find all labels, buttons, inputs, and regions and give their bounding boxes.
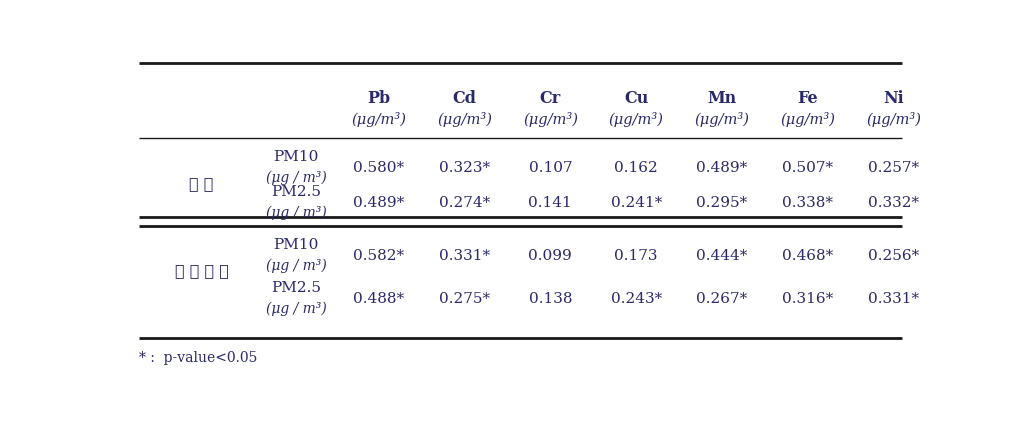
Text: 0.338*: 0.338* [783, 196, 833, 210]
Text: 0.332*: 0.332* [868, 196, 920, 210]
Text: 0.489*: 0.489* [696, 161, 748, 175]
Text: 0.316*: 0.316* [783, 292, 833, 306]
Text: 0.331*: 0.331* [868, 292, 920, 306]
Text: 0.295*: 0.295* [696, 196, 748, 210]
Text: (μg / m³): (μg / m³) [266, 205, 327, 220]
Text: (μg/m³): (μg/m³) [437, 112, 492, 127]
Text: 0.099: 0.099 [529, 250, 572, 263]
Text: 0.256*: 0.256* [868, 250, 920, 263]
Text: (μg/m³): (μg/m³) [694, 112, 750, 127]
Text: 0.507*: 0.507* [783, 161, 833, 175]
Text: 0.107: 0.107 [529, 161, 572, 175]
Text: Pb: Pb [367, 90, 390, 107]
Text: Ni: Ni [883, 90, 904, 107]
Text: 0.257*: 0.257* [868, 161, 920, 175]
Text: 0.162: 0.162 [614, 161, 658, 175]
Text: (μg / m³): (μg / m³) [266, 170, 327, 184]
Text: Fe: Fe [798, 90, 818, 107]
Text: Cr: Cr [540, 90, 561, 107]
Text: PM2.5: PM2.5 [271, 281, 321, 295]
Text: (μg/m³): (μg/m³) [867, 112, 922, 127]
Text: 0.488*: 0.488* [353, 292, 404, 306]
Text: (μg / m³): (μg / m³) [266, 259, 327, 273]
Text: (μg / m³): (μg / m³) [266, 302, 327, 316]
Text: Cd: Cd [453, 90, 476, 107]
Text: Mn: Mn [707, 90, 737, 107]
Text: 0.331*: 0.331* [438, 250, 490, 263]
Text: (μg/m³): (μg/m³) [781, 112, 835, 127]
Text: 0.173: 0.173 [614, 250, 658, 263]
Text: 0.444*: 0.444* [696, 250, 748, 263]
Text: 0.468*: 0.468* [783, 250, 833, 263]
Text: 전 체: 전 체 [190, 175, 214, 192]
Text: PM10: PM10 [273, 238, 319, 252]
Text: 0.138: 0.138 [529, 292, 572, 306]
Text: PM10: PM10 [273, 150, 319, 164]
Text: 0.582*: 0.582* [353, 250, 404, 263]
Text: (μg/m³): (μg/m³) [609, 112, 664, 127]
Text: 0.267*: 0.267* [696, 292, 748, 306]
Text: 0.323*: 0.323* [438, 161, 490, 175]
Text: (μg/m³): (μg/m³) [351, 112, 406, 127]
Text: 0.275*: 0.275* [438, 292, 490, 306]
Text: Cu: Cu [624, 90, 649, 107]
Text: 0.489*: 0.489* [353, 196, 404, 210]
Text: 0.241*: 0.241* [611, 196, 662, 210]
Text: (μg/m³): (μg/m³) [523, 112, 578, 127]
Text: PM2.5: PM2.5 [271, 185, 321, 199]
Text: 0.274*: 0.274* [438, 196, 490, 210]
Text: * :  p-value<0.05: * : p-value<0.05 [139, 351, 257, 365]
Text: 0.243*: 0.243* [611, 292, 662, 306]
Text: 황 사 제 외: 황 사 제 외 [175, 262, 228, 279]
Text: 0.580*: 0.580* [353, 161, 404, 175]
Text: 0.141: 0.141 [529, 196, 572, 210]
